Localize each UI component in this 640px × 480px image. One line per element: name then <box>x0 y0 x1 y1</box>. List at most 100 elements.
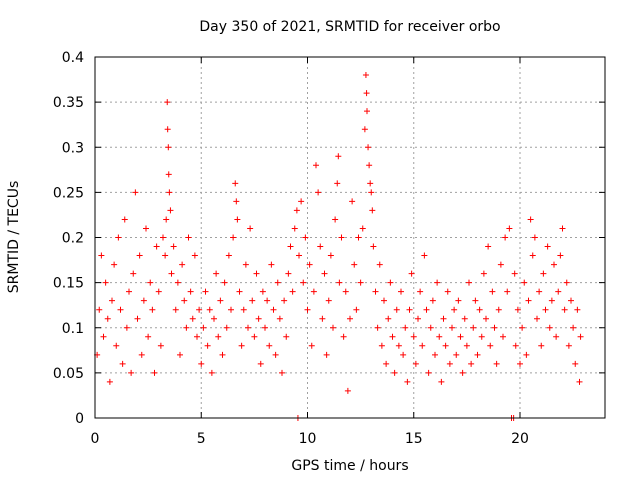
data-point <box>262 324 268 331</box>
y-tick-label: 0.25 <box>53 185 84 201</box>
data-point <box>389 333 396 340</box>
data-point <box>274 279 281 286</box>
data-point <box>151 369 158 376</box>
data-point <box>457 333 464 340</box>
data-point <box>451 306 458 313</box>
data-point <box>230 234 237 241</box>
data-point <box>147 279 154 286</box>
data-point <box>367 180 374 187</box>
data-point <box>577 333 584 340</box>
data-point <box>349 198 356 205</box>
data-point <box>128 369 135 376</box>
data-point <box>546 324 553 331</box>
data-point <box>525 297 532 304</box>
data-point <box>236 288 243 295</box>
data-point <box>247 225 254 232</box>
data-point <box>506 225 513 232</box>
data-point <box>449 324 455 331</box>
data-point <box>206 306 213 313</box>
data-point <box>517 360 523 367</box>
data-point <box>576 378 583 385</box>
y-tick-label: 0.15 <box>53 276 84 292</box>
data-point <box>332 216 339 223</box>
data-point <box>455 297 462 304</box>
data-point <box>296 252 302 259</box>
data-point <box>134 315 141 322</box>
data-point <box>96 306 103 313</box>
data-point <box>376 261 383 268</box>
data-point <box>268 261 275 268</box>
data-point <box>130 270 137 277</box>
data-point <box>167 207 174 214</box>
data-point <box>162 252 169 259</box>
data-point <box>291 225 298 232</box>
data-point <box>321 270 328 277</box>
data-point <box>170 243 177 250</box>
data-point <box>519 324 526 331</box>
grid-lines <box>95 57 605 418</box>
tick-labels: 0 0.05 0.1 0.15 0.2 0.25 0.3 0.35 0.4 0 5 10 15 20 <box>53 50 529 447</box>
data-point <box>523 351 530 358</box>
data-point <box>393 306 400 313</box>
data-point <box>253 270 260 277</box>
data-point <box>200 324 207 331</box>
data-point <box>466 279 472 286</box>
data-point <box>233 198 240 205</box>
data-point <box>444 288 451 295</box>
data-point <box>402 324 409 331</box>
data-point <box>113 342 120 349</box>
data-point <box>378 342 385 349</box>
data-point <box>531 234 538 241</box>
data-point <box>476 306 483 313</box>
data-point <box>300 279 307 286</box>
data-point <box>548 297 555 304</box>
data-point <box>160 234 166 241</box>
data-point <box>561 306 568 313</box>
data-point <box>491 324 498 331</box>
data-point <box>555 288 562 295</box>
data-point <box>208 369 215 376</box>
data-point <box>174 279 181 286</box>
x-axis-label: GPS time / hours <box>291 458 408 474</box>
data-point <box>249 297 256 304</box>
data-point <box>283 333 290 340</box>
data-point <box>340 333 347 340</box>
data-point <box>385 315 392 322</box>
data-point <box>574 306 581 313</box>
data-point <box>126 288 132 295</box>
x-tick-label: 15 <box>405 431 423 447</box>
data-point <box>177 351 183 358</box>
data-point <box>512 342 519 349</box>
data-point <box>187 288 194 295</box>
data-point <box>487 342 494 349</box>
data-point <box>408 270 415 277</box>
data-point <box>102 279 109 286</box>
data-point <box>165 144 172 151</box>
data-point <box>459 369 466 376</box>
data-point <box>463 342 470 349</box>
data-point <box>191 252 198 259</box>
data-point <box>223 324 230 331</box>
data-point <box>551 261 557 268</box>
data-point <box>306 261 313 268</box>
data-point <box>272 351 279 358</box>
data-point <box>179 261 186 268</box>
data-point <box>189 315 196 322</box>
data-point <box>470 324 477 331</box>
data-point <box>106 378 113 385</box>
data-point <box>213 270 220 277</box>
data-point <box>368 189 375 196</box>
data-point <box>289 288 296 295</box>
data-point <box>149 306 156 313</box>
data-point <box>155 288 162 295</box>
data-point <box>521 279 528 286</box>
data-point <box>559 225 566 232</box>
data-point <box>570 324 577 331</box>
data-point <box>363 90 370 97</box>
data-point <box>489 288 496 295</box>
data-point <box>366 162 373 169</box>
data-point <box>370 243 377 250</box>
data-point <box>553 333 560 340</box>
data-point <box>153 243 160 250</box>
